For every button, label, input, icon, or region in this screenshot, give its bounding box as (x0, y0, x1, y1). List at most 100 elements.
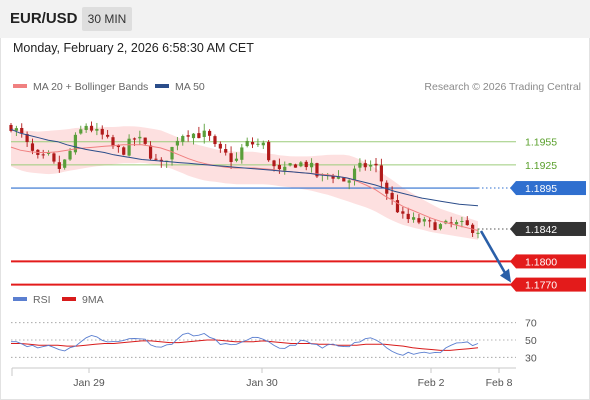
support-1-label: 1.1800 (525, 256, 557, 268)
candle (73, 134, 78, 153)
candle (127, 138, 131, 156)
candle (395, 200, 400, 213)
support-2-tag-pointer (510, 277, 516, 292)
support-1-tag-pointer (510, 254, 516, 269)
candle (57, 162, 61, 169)
current-price-label: 1.1842 (525, 224, 557, 236)
rsi-legend-label: RSI (33, 294, 51, 306)
candle (240, 147, 244, 160)
candle (84, 125, 88, 130)
ma9-legend-label: 9MA (82, 294, 104, 306)
candle (186, 135, 190, 137)
candle (272, 160, 276, 167)
candle (293, 164, 298, 168)
candle (229, 153, 233, 162)
ma20-legend-label: MA 20 + Bollinger Bands (33, 81, 148, 93)
x-tick-label: Jan 30 (246, 377, 278, 389)
candle (304, 161, 308, 168)
candle (191, 133, 196, 139)
current-price-tag (516, 221, 586, 236)
candle (111, 137, 115, 147)
candle (79, 129, 83, 134)
header-bar: EUR/USD 30 MIN (0, 0, 590, 38)
rsi-legend-swatch (13, 297, 27, 301)
resistance-1-label: 1.1925 (525, 160, 557, 172)
candle (14, 128, 18, 131)
candle (449, 222, 453, 224)
ma20-legend-swatch (13, 84, 27, 88)
rsi-tick-label: 50 (525, 335, 537, 347)
x-tick-label: Jan 29 (73, 377, 105, 389)
candle (379, 165, 383, 182)
candle (336, 177, 341, 179)
candle (299, 162, 303, 167)
support-2-tag (516, 277, 586, 292)
candle (342, 177, 346, 182)
candle (261, 142, 265, 146)
candle (52, 153, 56, 162)
forecast-arrow-shaft (479, 230, 508, 276)
candle (476, 232, 480, 234)
candle (197, 133, 201, 139)
x-tick-label: Feb 8 (486, 377, 513, 389)
candle (116, 145, 120, 148)
candle (132, 138, 137, 140)
candle (363, 163, 367, 168)
pivot-label: 1.1895 (525, 183, 557, 195)
candle (170, 146, 174, 160)
pair-title: EUR/USD (10, 10, 78, 27)
candle (234, 158, 239, 161)
candle (106, 134, 110, 137)
candle (202, 130, 206, 137)
candle (30, 143, 35, 151)
candle (438, 224, 443, 229)
support-2-label: 1.1770 (525, 280, 557, 292)
pivot-tag (516, 181, 586, 196)
candle (465, 220, 469, 226)
rsi-ma9-line (11, 339, 479, 351)
candle (277, 164, 281, 170)
candle (213, 136, 217, 145)
candle (401, 211, 405, 214)
candle (460, 220, 464, 222)
ma50-legend-swatch (155, 84, 169, 88)
candle (9, 124, 13, 131)
timestamp: Monday, February 2, 2026 6:58:30 AM CET (13, 41, 254, 55)
candle (41, 154, 45, 156)
candle (411, 217, 416, 220)
timeframe-button[interactable]: 30 MIN (82, 7, 132, 31)
rsi-line (11, 332, 479, 356)
resistance-2-label: 1.1955 (525, 137, 557, 149)
candle (148, 145, 153, 159)
ma9-legend-swatch (62, 297, 76, 301)
candle (25, 134, 29, 143)
candle (283, 166, 287, 171)
candle (417, 218, 421, 223)
candle (352, 168, 357, 180)
candle (143, 137, 147, 144)
ma50-legend-label: MA 50 (175, 81, 205, 93)
candle (175, 140, 180, 146)
candle (374, 163, 378, 166)
current-price-tag-pointer (510, 221, 516, 236)
copyright-text: Research © 2026 Trading Central (424, 81, 581, 93)
candle (95, 128, 99, 131)
candle (138, 136, 142, 139)
candle (406, 213, 410, 220)
candle (122, 147, 126, 155)
candle (89, 125, 94, 131)
candle (20, 127, 24, 134)
candle (208, 130, 212, 136)
candle (422, 219, 426, 222)
rsi-panel: 70 50 30 (11, 318, 537, 364)
forecast-arrow-head (500, 268, 511, 283)
candle (288, 163, 292, 166)
candle (309, 162, 314, 168)
candle (63, 159, 67, 168)
ma50-line (10, 128, 479, 207)
candle (46, 152, 51, 154)
candle (358, 162, 362, 168)
candle (454, 222, 459, 225)
candle (68, 150, 72, 160)
